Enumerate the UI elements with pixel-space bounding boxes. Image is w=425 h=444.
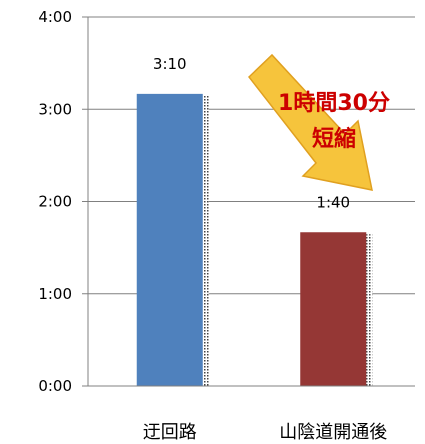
y-tick-label-2: 2:00 [38,193,72,211]
bars [136,93,367,386]
data-label-0: 3:10 [153,55,187,73]
y-tick-labels: 0:00 1:00 2:00 3:00 4:00 [38,8,72,395]
category-label-1: 山陰道開通後 [279,422,387,443]
bar-0 [136,93,203,386]
data-labels: 3:10 1:40 [153,55,350,211]
y-tick-label-0: 0:00 [38,377,72,395]
y-tick-label-1: 1:00 [38,285,72,303]
data-label-1: 1:40 [316,193,350,211]
reduction-callout: 1時間30分 短縮 [247,53,390,191]
category-label-0: 迂回路 [143,422,197,443]
bar-1 [300,232,367,386]
y-tick-label-4: 4:00 [38,8,72,26]
callout-line-2: 短縮 [312,126,356,152]
callout-line-1: 1時間30分 [278,91,390,116]
y-tick-label-3: 3:00 [38,100,72,118]
category-labels: 迂回路 山陰道開通後 [143,422,388,443]
axes [82,17,415,387]
down-arrow-icon [247,53,373,191]
